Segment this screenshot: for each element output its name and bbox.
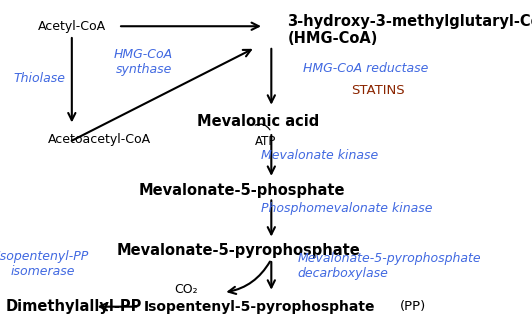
Text: Mevalonic acid: Mevalonic acid: [197, 114, 319, 129]
Text: Thiolase: Thiolase: [13, 72, 65, 85]
Text: Dimethylallyl-PP: Dimethylallyl-PP: [5, 299, 142, 314]
Text: Acetyl-CoA: Acetyl-CoA: [38, 20, 106, 33]
Text: STATINS: STATINS: [351, 84, 405, 97]
Text: ATP: ATP: [255, 134, 277, 148]
Text: HMG-CoA
synthase: HMG-CoA synthase: [114, 48, 173, 76]
Text: Mevalonate-5-pyrophosphate
decarboxylase: Mevalonate-5-pyrophosphate decarboxylase: [298, 252, 481, 280]
Text: HMG-CoA reductase: HMG-CoA reductase: [303, 62, 429, 75]
Text: Isopentenyl-PP
isomerase: Isopentenyl-PP isomerase: [0, 250, 89, 278]
Text: Isopentenyl-5-pyrophosphate: Isopentenyl-5-pyrophosphate: [144, 300, 375, 314]
Text: Acetoacetyl-CoA: Acetoacetyl-CoA: [48, 133, 151, 146]
Text: Mevalonate kinase: Mevalonate kinase: [261, 149, 378, 162]
Text: Mevalonate-5-phosphate: Mevalonate-5-phosphate: [138, 183, 345, 198]
Text: CO₂: CO₂: [174, 283, 198, 296]
Text: Mevalonate-5-pyrophosphate: Mevalonate-5-pyrophosphate: [117, 243, 361, 258]
Text: 3-hydroxy-3-methylglutaryl-CoA
(HMG-CoA): 3-hydroxy-3-methylglutaryl-CoA (HMG-CoA): [287, 14, 532, 46]
Text: Phosphomevalonate kinase: Phosphomevalonate kinase: [261, 202, 432, 215]
Text: (PP): (PP): [400, 300, 426, 313]
